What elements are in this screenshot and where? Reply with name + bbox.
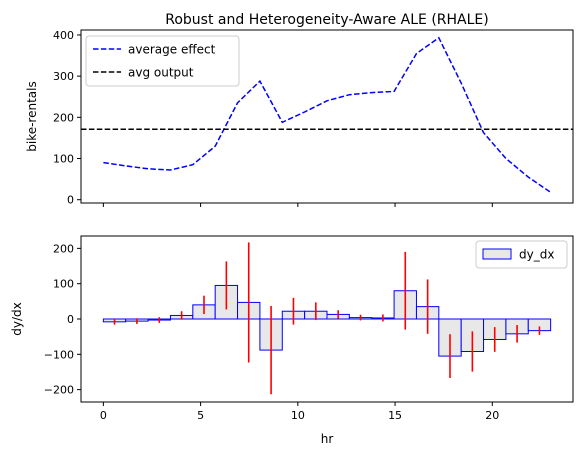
effect-plot-legend: average effect avg output [85,35,240,87]
derivative-plot-x-ticks: 0 5 10 15 20 [100,402,499,422]
y-tick-label: 300 [53,70,74,83]
effect-plot-y-label: bike-rentals [25,81,39,152]
derivative-plot-y-ticks: −200 −100 0 100 200 [44,242,81,397]
derivative-bars [102,284,552,357]
y-tick-label: 0 [67,194,74,207]
x-tick-label: 5 [197,409,204,422]
x-tick-label: 20 [485,409,499,422]
y-tick-label: 100 [53,153,74,166]
derivative-plot-y-label: dy/dx [10,302,24,335]
legend-swatch-dy-dx [482,248,512,260]
effect-plot-panel: 0 100 200 300 400 bike-rentals average effec… [25,29,574,207]
y-tick-label: 100 [53,278,74,291]
legend-label-avg-output: avg output [128,66,194,80]
legend-box [85,35,240,87]
y-tick-label: 0 [67,313,74,326]
x-tick-label: 15 [388,409,402,422]
x-tick-label: 0 [100,409,107,422]
derivative-error-bars [113,242,541,395]
average-effect-line [103,36,552,193]
legend-label-average-effect: average effect [128,43,216,57]
y-tick-label: 400 [53,29,74,42]
y-tick-label: −100 [44,348,74,361]
chart-title: Robust and Heterogeneity-Aware ALE (RHAL… [165,12,488,28]
legend-box [475,240,568,269]
y-tick-label: −200 [44,384,74,397]
effect-plot-x-ticks [102,203,493,207]
effect-plot-frame [80,29,574,204]
y-tick-label: 200 [53,242,74,255]
derivative-plot-legend: dy_dx [475,240,568,269]
effect-plot-series [81,36,573,193]
effect-plot-y-ticks: 0 100 200 300 400 [53,29,81,207]
derivative-plot-x-label: hr [321,432,334,446]
y-tick-label: 200 [53,111,74,124]
x-tick-label: 10 [291,409,305,422]
legend-label-dy-dx: dy_dx [519,248,554,262]
derivative-plot-panel: −200 −100 0 100 200 0 5 10 15 20 dy/dx hr dy_dx [10,235,574,446]
